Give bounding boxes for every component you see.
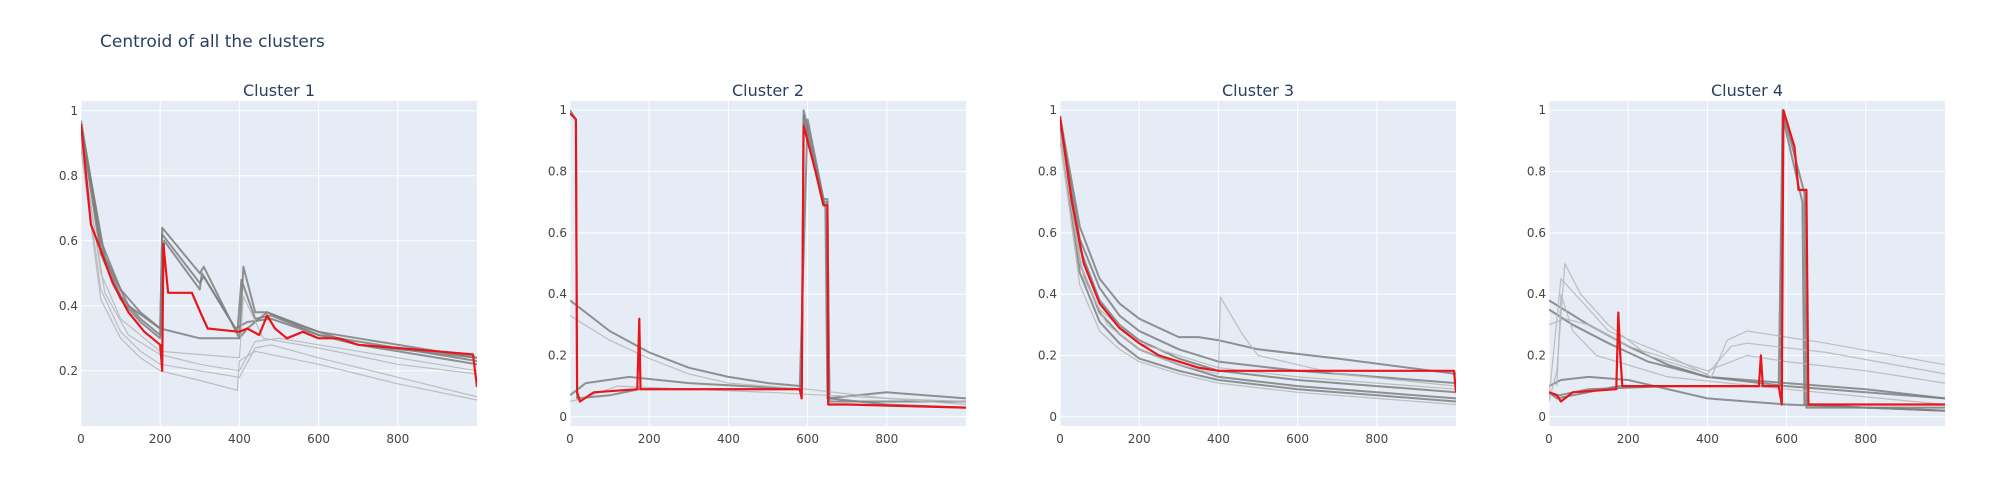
subplot-title: Cluster 2 — [732, 81, 804, 100]
y-tick-label: 0.4 — [59, 299, 78, 313]
x-tick-label: 400 — [228, 432, 251, 446]
y-tick-label: 0.2 — [1038, 348, 1057, 362]
x-tick-label: 400 — [1207, 432, 1230, 446]
member-series-line — [81, 123, 477, 359]
y-tick-label: 0.2 — [59, 364, 78, 378]
member-series-line — [81, 143, 477, 398]
x-tick-label: 600 — [1286, 432, 1309, 446]
x-tick-label: 800 — [1854, 432, 1877, 446]
x-tick-label: 600 — [796, 432, 819, 446]
y-tick-label: 0.6 — [59, 234, 78, 248]
y-tick-label: 0.4 — [548, 287, 567, 301]
y-tick-label: 0.8 — [1038, 165, 1057, 179]
x-tick-label: 0 — [1545, 432, 1553, 446]
subplot-title: Cluster 1 — [243, 81, 315, 100]
y-tick-label: 0 — [1538, 410, 1546, 424]
y-tick-label: 0.8 — [59, 169, 78, 183]
member-series-line — [81, 143, 477, 372]
plot-area — [81, 101, 477, 426]
x-tick-label: 600 — [1775, 432, 1798, 446]
member-series-line — [1060, 116, 1456, 375]
x-tick-label: 200 — [638, 432, 661, 446]
y-tick-label: 0.2 — [548, 348, 567, 362]
y-tick-label: 0.6 — [1527, 226, 1546, 240]
cluster-panel-3: 0 200 400 600 800 0 0.2 0.4 0.6 0.8 1 Cluster 3 — [1038, 81, 1456, 446]
plot-area — [1549, 101, 1945, 426]
y-tick-label: 0.2 — [1527, 348, 1546, 362]
centroid-line — [1549, 109, 1945, 406]
cluster-panel-4: 0 200 400 600 800 0 0.2 0.4 0.6 0.8 1 Cluster 4 — [1527, 81, 1945, 446]
centroid-line — [1060, 116, 1456, 393]
cluster-panel-2: 0 200 400 600 800 0 0.2 0.4 0.6 0.8 1 Cluster 2 — [548, 81, 966, 446]
x-tick-label: 200 — [1617, 432, 1640, 446]
y-tick-label: 0.8 — [1527, 165, 1546, 179]
member-series-line — [1060, 128, 1456, 403]
y-tick-label: 0 — [1049, 410, 1057, 424]
centroid-line — [570, 112, 966, 409]
cluster-panel-1: 0 200 400 600 800 0.2 0.4 0.6 0.8 1 Cluster 1 — [59, 81, 477, 446]
subplot-title: Cluster 3 — [1222, 81, 1294, 100]
y-tick-label: 1 — [1049, 103, 1057, 117]
y-tick-label: 0.4 — [1527, 287, 1546, 301]
y-tick-label: 0.8 — [548, 165, 567, 179]
x-tick-label: 800 — [386, 432, 409, 446]
member-series-line — [1060, 131, 1456, 390]
x-tick-label: 200 — [1128, 432, 1151, 446]
x-tick-label: 800 — [1365, 432, 1388, 446]
page-title: Centroid of all the clusters — [100, 32, 325, 52]
subplot-title: Cluster 4 — [1711, 81, 1783, 100]
member-series-line — [81, 149, 477, 401]
x-tick-label: 600 — [307, 432, 330, 446]
member-series-line — [1549, 278, 1945, 399]
member-series-line — [570, 315, 966, 406]
y-tick-label: 0.6 — [548, 226, 567, 240]
y-tick-label: 1 — [1538, 103, 1546, 117]
member-series-line — [1549, 375, 1945, 412]
member-series-line — [1549, 318, 1945, 384]
plot-area — [570, 101, 966, 426]
member-series-line — [1549, 308, 1945, 400]
centroid-line — [81, 123, 477, 388]
member-series-line — [81, 136, 477, 375]
x-tick-label: 200 — [149, 432, 172, 446]
x-tick-label: 0 — [1056, 432, 1064, 446]
y-tick-label: 0 — [559, 410, 567, 424]
y-tick-label: 0.6 — [1038, 226, 1057, 240]
x-tick-label: 400 — [717, 432, 740, 446]
x-tick-label: 400 — [1696, 432, 1719, 446]
member-series-line — [1060, 140, 1456, 406]
x-tick-label: 800 — [875, 432, 898, 446]
plot-area — [1060, 101, 1456, 426]
member-series-line — [1556, 293, 1945, 406]
x-tick-label: 0 — [77, 432, 85, 446]
y-tick-label: 1 — [559, 103, 567, 117]
y-tick-label: 1 — [70, 104, 78, 118]
x-tick-label: 0 — [566, 432, 574, 446]
y-tick-label: 0.4 — [1038, 287, 1057, 301]
